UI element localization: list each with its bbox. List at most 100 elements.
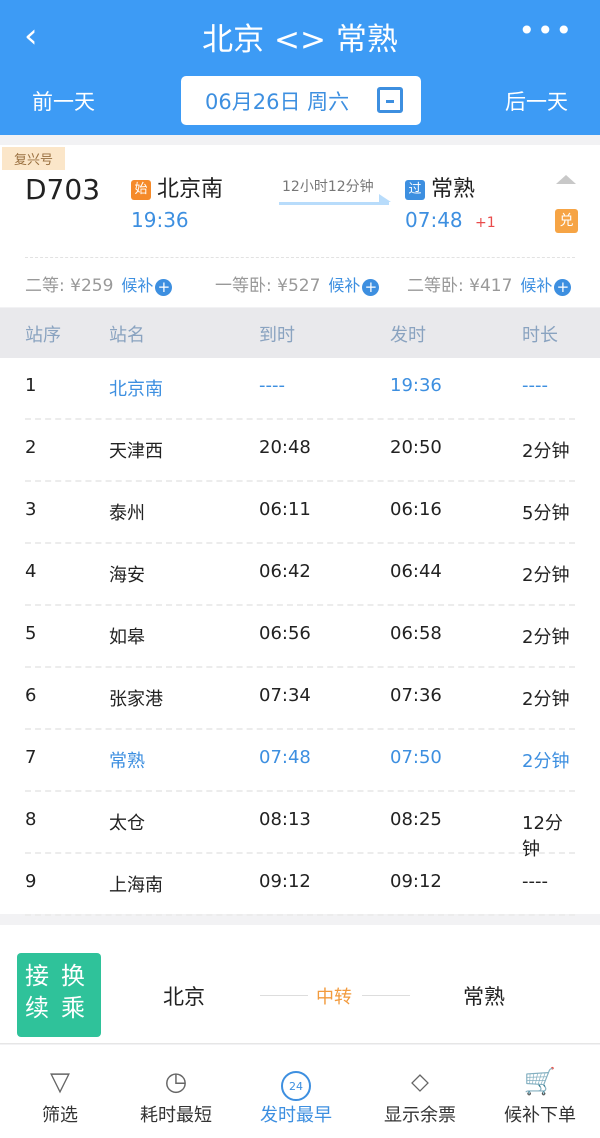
tab-waitlist-order[interactable]: 🛒 候补下单 (480, 1065, 600, 1127)
redeem-badge[interactable]: 兑 (555, 209, 578, 233)
header-arrive: 到时 (259, 325, 295, 346)
header-station: 站名 (109, 325, 145, 346)
tab-shortest[interactable]: ◷ 耗时最短 (116, 1065, 236, 1127)
cell-arrive: 08:13 (259, 809, 311, 830)
cell-station: 天津西 (109, 441, 163, 462)
waitlist-link[interactable]: 候补 (520, 276, 553, 295)
cell-arrive: 20:48 (259, 437, 311, 458)
cell-no: 5 (25, 623, 37, 644)
table-row: 8 太仓 08:13 08:25 12分钟 (25, 792, 575, 860)
arrow-icon (279, 194, 391, 205)
cell-station: 如皋 (109, 627, 145, 648)
cell-depart: 09:12 (390, 871, 442, 892)
table-row: 2 天津西 20:48 20:50 2分钟 (25, 420, 575, 482)
cell-station: 海安 (109, 565, 145, 586)
tab-label: 显示余票 (384, 1105, 456, 1126)
cell-stay: 2分钟 (522, 751, 570, 772)
price-label: 二等: ¥259 (25, 276, 114, 296)
divider (25, 257, 575, 258)
pass-badge: 过 (405, 180, 425, 200)
cell-station: 太仓 (109, 813, 145, 834)
depart-time: 19:36 (131, 208, 189, 232)
arrive-time-text: 07:48 (405, 208, 463, 232)
cell-stay: ---- (522, 375, 548, 396)
cell-station: 张家港 (109, 689, 163, 710)
header-no: 站序 (25, 325, 61, 346)
tab-label: 发时最早 (260, 1105, 332, 1126)
to-station: 过常熟 (405, 171, 475, 203)
from-station: 始北京南 (131, 171, 223, 203)
table-row: 6 张家港 07:34 07:36 2分钟 (25, 668, 575, 730)
cart-plus-icon: 🛒 (523, 1067, 557, 1097)
train-number: D703 (25, 173, 101, 206)
cell-depart: 07:36 (390, 685, 442, 706)
cell-depart: 06:58 (390, 623, 442, 644)
duration: 12小时12分钟 (282, 179, 374, 195)
tab-label: 候补下单 (504, 1105, 576, 1126)
cell-stay: 2分钟 (522, 627, 570, 648)
plus-icon[interactable]: + (362, 279, 380, 296)
cell-arrive: 09:12 (259, 871, 311, 892)
to-station-name: 常熟 (431, 177, 476, 202)
cell-no: 2 (25, 437, 37, 458)
cell-no: 4 (25, 561, 37, 582)
cell-depart: 06:16 (390, 499, 442, 520)
table-row: 9 上海南 09:12 09:12 ---- (25, 854, 575, 916)
more-dots-icon[interactable]: ••• (518, 14, 574, 47)
cell-station: 常熟 (109, 751, 145, 772)
cell-no: 3 (25, 499, 37, 520)
prev-day-button[interactable]: 前一天 (32, 90, 95, 114)
cell-stay: 2分钟 (522, 689, 570, 710)
price-item: 一等卧: ¥527 候补 + (215, 271, 380, 296)
cell-no: 7 (25, 747, 37, 768)
tag-icon: ⬦ (410, 1067, 430, 1097)
arrive-time: 07:48 +1 (405, 208, 496, 232)
day-offset: +1 (475, 215, 496, 231)
table-row: 1 北京南 ---- 19:36 ---- (25, 358, 575, 420)
cell-station: 上海南 (109, 875, 163, 896)
from-station-name: 北京南 (157, 177, 224, 202)
transfer-badge: 接换续乘 (17, 953, 101, 1037)
waitlist-link[interactable]: 候补 (328, 276, 361, 295)
divider (260, 995, 308, 996)
transfer-from: 北京 (163, 985, 205, 1009)
table-header: 站序 站名 到时 发时 时长 (0, 308, 600, 358)
train-card: 复兴号 D703 始北京南 19:36 12小时12分钟 过常熟 07:48 +… (0, 145, 600, 307)
plus-icon[interactable]: + (155, 279, 173, 296)
cell-arrive: ---- (259, 375, 285, 396)
transfer-to: 常熟 (463, 985, 505, 1009)
stopwatch-icon: ◷ (164, 1067, 188, 1097)
cell-station: 泰州 (109, 503, 145, 524)
price-label: 一等卧: ¥527 (215, 276, 321, 296)
cell-arrive: 06:42 (259, 561, 311, 582)
filter-icon: ▽ (50, 1067, 70, 1097)
tab-label: 筛选 (42, 1105, 78, 1126)
next-day-button[interactable]: 后一天 (505, 90, 568, 114)
bottom-tab-bar: ▽ 筛选 ◷ 耗时最短 24 发时最早 ⬦ 显示余票 🛒 候补下单 (0, 1045, 600, 1138)
date-picker[interactable]: 06月26日 周六 (181, 76, 421, 125)
cell-stay: 12分钟 (522, 813, 563, 860)
price-item: 二等卧: ¥417 候补 + (407, 271, 572, 296)
tab-remaining[interactable]: ⬦ 显示余票 (360, 1065, 480, 1127)
start-badge: 始 (131, 180, 151, 200)
transfer-section[interactable]: 接换续乘 北京 中转 常熟 (0, 925, 600, 1044)
header-stay: 时长 (522, 325, 558, 346)
cell-stay: 2分钟 (522, 441, 570, 462)
tab-filter[interactable]: ▽ 筛选 (0, 1065, 120, 1127)
divider (362, 995, 410, 996)
cell-no: 1 (25, 375, 37, 396)
tab-earliest[interactable]: 24 发时最早 (236, 1065, 356, 1127)
waitlist-link[interactable]: 候补 (121, 276, 154, 295)
clock-24-text: 24 (281, 1071, 311, 1101)
table-row: 3 泰州 06:11 06:16 5分钟 (25, 482, 575, 544)
transfer-middle: 中转 (316, 987, 352, 1008)
collapse-icon[interactable] (556, 175, 576, 184)
cell-station: 北京南 (109, 379, 163, 400)
cell-stay: ---- (522, 871, 548, 892)
plus-icon[interactable]: + (554, 279, 572, 296)
price-item: 二等: ¥259 候补 + (25, 271, 173, 296)
calendar-icon (377, 87, 403, 113)
cell-no: 6 (25, 685, 37, 706)
cell-depart: 19:36 (390, 375, 442, 396)
back-icon[interactable]: ‹ (24, 16, 38, 56)
